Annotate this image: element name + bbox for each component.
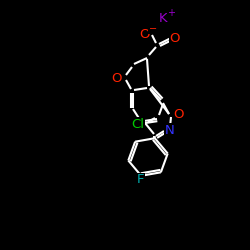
Text: N: N (165, 124, 175, 136)
Text: O: O (170, 32, 180, 46)
Text: +: + (167, 8, 175, 18)
Text: F: F (136, 173, 144, 186)
Text: Cl: Cl (132, 118, 144, 130)
Text: O: O (173, 108, 183, 122)
Text: K: K (159, 12, 167, 24)
Text: −: − (149, 24, 157, 34)
Text: O: O (140, 28, 150, 40)
Text: O: O (111, 72, 121, 85)
